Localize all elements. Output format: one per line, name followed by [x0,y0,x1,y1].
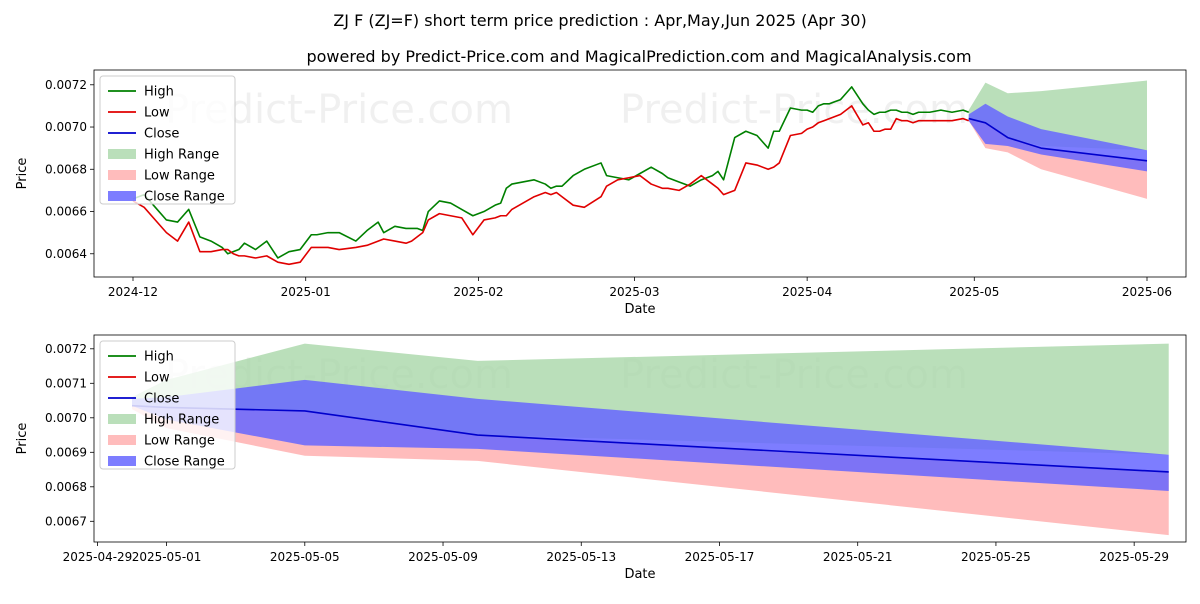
legend-low-range-label: Low Range [144,169,215,184]
legend-low-range-label: Low Range [144,434,215,449]
y-tick-label: 0.0067 [45,514,87,528]
plot-area [132,80,1148,266]
legend-high-label: High [144,85,174,100]
legend-low-label: Low [144,371,170,386]
close-range-band [968,103,1147,172]
x-tick-label: 2025-05-21 [823,550,893,564]
x-tick-label: 2025-05-13 [546,550,616,564]
y-tick-label: 0.0066 [45,205,87,219]
x-tick-label: 2025-05-05 [270,550,340,564]
legend-close-range-swatch [108,191,136,201]
chart-title: ZJ F (ZJ=F) short term price prediction … [333,11,866,30]
legend-close-label: Close [144,127,179,142]
chart-subtitle: powered by Predict-Price.com and Magical… [306,47,971,66]
legend-high-label: High [144,350,174,365]
forecast-chart: Predict-Price.comPredict-Price.comPredic… [15,334,1187,600]
high-series-line [132,86,969,259]
y-tick-label: 0.0071 [45,376,87,390]
x-tick-label: 2025-04-29 [63,550,133,564]
y-tick-label: 0.0072 [45,78,87,92]
low-series-line [132,105,969,266]
x-tick-label: 2025-05-01 [132,550,202,564]
x-axis-label: Date [624,302,655,317]
legend-close-range-label: Close Range [144,190,225,205]
legend-low-range-swatch [108,170,136,180]
close-range-band [132,379,1169,491]
plot-frame [93,69,1187,278]
legend-close-range-swatch [108,456,136,466]
legend-close-range-label: Close Range [144,455,225,470]
low-range-band [968,118,1147,199]
y-tick-label: 0.0068 [45,162,87,176]
close-series-line [968,117,1148,162]
x-tick-label: 2025-04 [782,285,832,299]
y-axis-label: Price [15,423,30,455]
y-tick-label: 0.0068 [45,480,87,494]
watermark-text: Predict-Price.com [620,556,968,600]
y-axis-label: Price [15,158,30,190]
x-tick-label: 2025-03 [609,285,659,299]
plot-area [131,343,1169,536]
y-tick-label: 0.0072 [45,342,87,356]
x-tick-label: 2025-02 [453,285,503,299]
x-tick-label: 2025-05-29 [1099,550,1169,564]
x-tick-label: 2025-06 [1122,285,1172,299]
legend-low-range-swatch [108,435,136,445]
legend-close-label: Close [144,392,179,407]
y-tick-label: 0.0070 [45,120,87,134]
x-tick-label: 2025-05-09 [408,550,478,564]
legend-high-range-label: High Range [144,413,219,428]
legend-high-range-label: High Range [144,148,219,163]
x-tick-label: 2024-12 [108,285,158,299]
x-tick-label: 2025-05-17 [685,550,755,564]
y-tick-label: 0.0064 [45,247,87,261]
y-tick-label: 0.0070 [45,411,87,425]
legend-high-range-swatch [108,149,136,159]
x-tick-label: 2025-05 [949,285,999,299]
x-tick-label: 2025-01 [281,285,331,299]
y-tick-label: 0.0069 [45,445,87,459]
legend-high-range-swatch [108,414,136,424]
legend-low-label: Low [144,106,170,121]
x-tick-label: 2025-05-25 [961,550,1031,564]
plot-frame [93,334,1187,543]
x-axis-label: Date [624,567,655,582]
watermark-text: Predict-Price.com [620,87,968,133]
history-chart: Predict-Price.com Predict-Price.comPredic… [15,69,1187,317]
high-range-band [132,343,1169,455]
